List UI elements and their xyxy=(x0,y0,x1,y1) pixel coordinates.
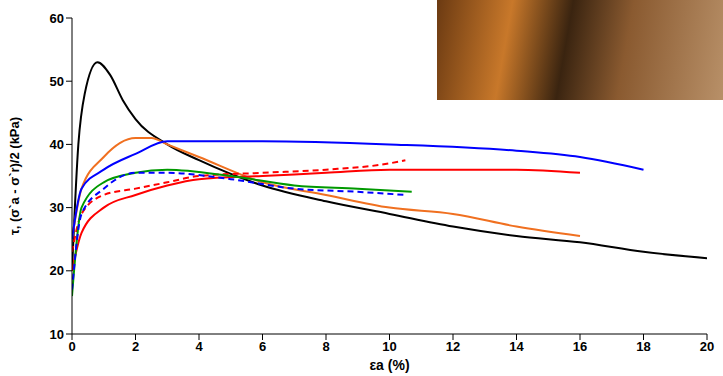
svg-text:14: 14 xyxy=(509,339,524,354)
svg-text:10: 10 xyxy=(382,339,396,354)
svg-text:30: 30 xyxy=(50,200,64,215)
svg-text:40: 40 xyxy=(50,137,64,152)
svg-text:12: 12 xyxy=(446,339,460,354)
svg-text:20: 20 xyxy=(50,263,64,278)
svg-text:16: 16 xyxy=(573,339,587,354)
svg-text:50: 50 xyxy=(50,74,64,89)
svg-text:0: 0 xyxy=(68,339,75,354)
svg-text:2: 2 xyxy=(132,339,139,354)
svg-text:10: 10 xyxy=(50,327,64,342)
svg-text:20: 20 xyxy=(700,339,714,354)
svg-text:εa (%): εa (%) xyxy=(369,357,409,373)
svg-text:4: 4 xyxy=(195,339,203,354)
svg-text:60: 60 xyxy=(50,11,64,26)
svg-text:8: 8 xyxy=(322,339,329,354)
svg-text:18: 18 xyxy=(636,339,650,354)
svg-text:6: 6 xyxy=(259,339,266,354)
svg-text:τ, (σ`a - σ`r)/2 (kPa): τ, (σ`a - σ`r)/2 (kPa) xyxy=(7,117,22,235)
